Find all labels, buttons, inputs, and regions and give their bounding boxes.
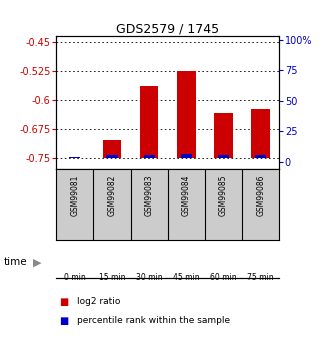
Bar <box>255 155 266 158</box>
Text: log2 ratio: log2 ratio <box>77 297 120 306</box>
Text: 30 min: 30 min <box>136 273 162 282</box>
Text: GSM99085: GSM99085 <box>219 175 228 216</box>
Text: GSM99082: GSM99082 <box>108 175 117 216</box>
Text: ▶: ▶ <box>33 257 41 267</box>
Bar <box>69 157 80 158</box>
Bar <box>177 71 195 158</box>
Text: 45 min: 45 min <box>173 273 200 282</box>
Bar <box>218 155 229 158</box>
Text: 75 min: 75 min <box>247 273 274 282</box>
Text: ■: ■ <box>59 297 69 307</box>
Bar <box>140 86 159 158</box>
Bar <box>181 155 192 158</box>
Text: GSM99084: GSM99084 <box>182 175 191 216</box>
Bar <box>103 140 121 158</box>
Text: time: time <box>3 257 27 267</box>
Text: GSM99081: GSM99081 <box>70 175 79 216</box>
Title: GDS2579 / 1745: GDS2579 / 1745 <box>116 22 219 35</box>
Text: 15 min: 15 min <box>99 273 125 282</box>
Text: 0 min: 0 min <box>64 273 86 282</box>
Bar <box>214 113 233 158</box>
Bar <box>143 155 155 158</box>
Text: 60 min: 60 min <box>210 273 237 282</box>
Bar <box>106 155 117 158</box>
Text: percentile rank within the sample: percentile rank within the sample <box>77 316 230 325</box>
Text: GSM99086: GSM99086 <box>256 175 265 216</box>
Text: GSM99083: GSM99083 <box>145 175 154 216</box>
Text: ■: ■ <box>59 316 69 326</box>
Bar <box>251 109 270 158</box>
